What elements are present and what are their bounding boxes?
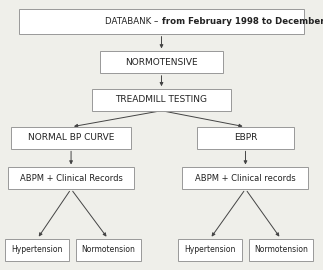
Text: NORMOTENSIVE: NORMOTENSIVE	[125, 58, 198, 67]
Text: EBPR: EBPR	[234, 133, 257, 142]
Text: DATABANK –: DATABANK –	[105, 17, 162, 26]
Text: ABPM + Clinical records: ABPM + Clinical records	[195, 174, 296, 183]
Text: Normotension: Normotension	[81, 245, 135, 254]
Text: Hypertension: Hypertension	[11, 245, 63, 254]
FancyBboxPatch shape	[11, 127, 131, 148]
FancyBboxPatch shape	[182, 167, 308, 189]
Text: NORMAL BP CURVE: NORMAL BP CURVE	[28, 133, 114, 142]
FancyBboxPatch shape	[249, 239, 313, 261]
FancyBboxPatch shape	[197, 127, 294, 148]
FancyBboxPatch shape	[19, 9, 304, 34]
Text: Normotension: Normotension	[254, 245, 308, 254]
FancyBboxPatch shape	[5, 239, 69, 261]
Text: from February 1998 to December 2008: from February 1998 to December 2008	[162, 17, 323, 26]
FancyBboxPatch shape	[92, 89, 231, 111]
FancyBboxPatch shape	[100, 51, 223, 73]
FancyBboxPatch shape	[8, 167, 134, 189]
Text: TREADMILL TESTING: TREADMILL TESTING	[116, 95, 207, 104]
FancyBboxPatch shape	[76, 239, 141, 261]
FancyBboxPatch shape	[178, 239, 242, 261]
Text: Hypertension: Hypertension	[184, 245, 236, 254]
Text: ABPM + Clinical Records: ABPM + Clinical Records	[20, 174, 122, 183]
